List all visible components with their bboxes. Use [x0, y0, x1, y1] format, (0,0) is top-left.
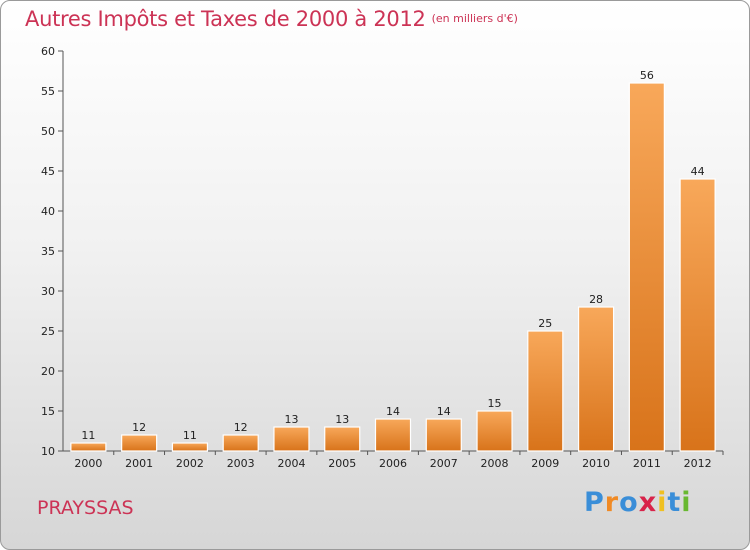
bar-value-label: 15 — [488, 397, 502, 410]
bar — [476, 410, 513, 452]
bar-value-label: 12 — [132, 421, 146, 434]
logo-letter: i — [681, 487, 692, 518]
x-tick-label: 2002 — [176, 457, 204, 470]
bar — [324, 426, 361, 452]
bar — [374, 418, 412, 452]
bar-value-label: 11 — [183, 429, 197, 442]
bar-value-label: 14 — [437, 405, 451, 418]
bar-value-label: 11 — [81, 429, 95, 442]
logo-letter: x — [638, 487, 658, 518]
y-tick-label: 60 — [41, 45, 55, 58]
bar-value-label: 28 — [589, 293, 603, 306]
logo-letter: r — [604, 487, 620, 518]
y-tick-label: 50 — [41, 125, 55, 138]
bar-value-label: 14 — [386, 405, 400, 418]
x-tick-label: 2000 — [74, 457, 102, 470]
bar — [273, 426, 310, 452]
logo-letter: o — [619, 487, 639, 518]
x-tick-label: 2005 — [328, 457, 356, 470]
logo-letter: t — [667, 487, 682, 518]
bar — [222, 434, 259, 452]
x-tick-label: 2011 — [633, 457, 661, 470]
bar-value-label: 12 — [234, 421, 248, 434]
x-tick-label: 2007 — [430, 457, 458, 470]
bar-value-label: 25 — [538, 317, 552, 330]
bar — [628, 82, 665, 452]
bar — [679, 178, 716, 452]
bar — [577, 306, 615, 452]
y-tick-label: 40 — [41, 205, 55, 218]
proxiti-logo: Proxiti — [584, 487, 692, 518]
x-tick-label: 2012 — [684, 457, 712, 470]
y-tick-label: 20 — [41, 365, 55, 378]
bar-value-label: 56 — [640, 69, 654, 82]
chart-bars — [70, 82, 716, 452]
bar-value-label: 13 — [284, 413, 298, 426]
bar — [527, 330, 564, 452]
x-tick-label: 2004 — [277, 457, 305, 470]
bar — [121, 434, 158, 452]
x-tick-label: 2010 — [582, 457, 610, 470]
x-tick-label: 2006 — [379, 457, 407, 470]
commune-name: PRAYSSAS — [37, 497, 134, 519]
chart-subtitle: (en milliers d'€) — [431, 12, 518, 25]
y-tick-label: 35 — [41, 245, 55, 258]
bar-value-label: 13 — [335, 413, 349, 426]
x-tick-label: 2003 — [227, 457, 255, 470]
logo-letter: P — [584, 487, 605, 518]
chart-title: Autres Impôts et Taxes de 2000 à 2012 (en… — [25, 7, 518, 31]
bar-value-label: 44 — [691, 165, 705, 178]
chart-axes: 10 15 20 25 30 35 40 45 50 55 60 2000 2001 2002 2003 20… — [41, 45, 724, 470]
chart-value-labels: 11 12 11 12 13 13 14 14 15 25 28 56 44 — [81, 69, 704, 442]
chart-title-text: Autres Impôts et Taxes de 2000 à 2012 — [25, 7, 426, 31]
y-tick-label: 30 — [41, 285, 55, 298]
y-tick-label: 15 — [41, 405, 55, 418]
x-tick-label: 2009 — [531, 457, 559, 470]
x-tick-label: 2001 — [125, 457, 153, 470]
bar — [425, 418, 462, 452]
y-tick-label: 55 — [41, 85, 55, 98]
y-tick-label: 10 — [41, 445, 55, 458]
bar — [70, 442, 107, 452]
y-tick-label: 45 — [41, 165, 55, 178]
y-tick-label: 25 — [41, 325, 55, 338]
bar — [171, 442, 209, 452]
x-tick-label: 2008 — [481, 457, 509, 470]
logo-letter: i — [657, 487, 668, 518]
